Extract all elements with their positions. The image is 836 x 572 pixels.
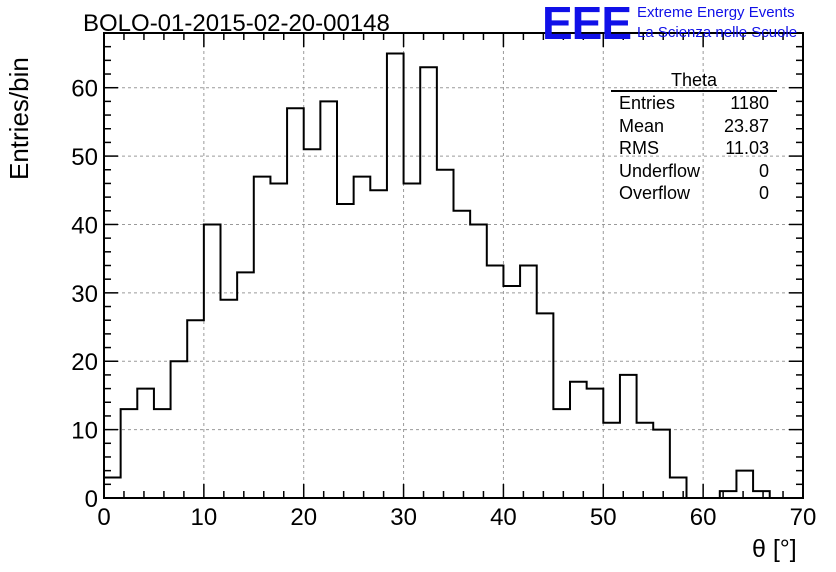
stats-row-rms: RMS 11.03: [611, 137, 777, 160]
histogram-bin: [304, 149, 321, 498]
x-tick-label: 70: [790, 504, 817, 531]
histogram-bin: [653, 430, 670, 498]
histogram-bin: [487, 266, 504, 499]
histogram-bin: [503, 286, 520, 498]
eee-logo: EEE: [542, 0, 632, 49]
histogram-bin: [553, 409, 570, 498]
x-axis-label: θ [°]: [752, 535, 797, 563]
stats-label: Overflow: [619, 183, 691, 203]
histogram-bin: [404, 183, 421, 498]
axis-ticks: [103, 32, 804, 499]
stats-row-overflow: Overflow 0: [611, 182, 777, 205]
y-tick-label: 0: [85, 486, 98, 513]
histogram-bin: [670, 477, 687, 498]
stats-row-mean: Mean 23.87: [611, 115, 777, 138]
stats-label: Entries: [619, 93, 676, 113]
y-tick-label: 40: [71, 212, 98, 239]
y-tick-label: 50: [71, 144, 98, 171]
stats-label: RMS: [619, 138, 659, 158]
stats-value: 23.87: [723, 115, 769, 136]
histogram-bin: [603, 423, 620, 498]
histogram-bin: [121, 409, 138, 498]
histogram-bin: [387, 54, 404, 498]
histogram-bin: [720, 491, 737, 498]
histogram-bin: [736, 471, 753, 498]
histogram-bin: [370, 190, 387, 498]
histogram-bin: [154, 409, 171, 498]
x-tick-label: 40: [490, 504, 517, 531]
stats-label: Mean: [619, 115, 665, 136]
x-tick-label: 20: [290, 504, 317, 531]
histogram-bin: [570, 382, 587, 498]
histogram-bin: [537, 313, 554, 498]
histogram-bars: [104, 52, 804, 499]
histogram-bin: [270, 183, 287, 498]
histogram-bin: [221, 300, 238, 498]
stats-value: 0: [758, 160, 769, 181]
stats-label: Underflow: [619, 160, 701, 181]
histogram-bin: [587, 389, 604, 498]
histogram-bin: [520, 266, 537, 499]
stats-value: 0: [758, 183, 769, 203]
y-tick-label: 60: [71, 76, 98, 103]
logo-line-2: La Scienza nelle Scuole: [637, 24, 798, 41]
histogram-bin: [320, 101, 337, 498]
histogram-outline: [104, 52, 804, 499]
y-axis-label: Entries/bin: [4, 57, 34, 180]
stats-value: 1180: [730, 93, 769, 113]
histogram-bin: [637, 423, 654, 498]
chart-title: BOLO-01-2015-02-20-00148: [83, 10, 390, 37]
histogram-bin: [187, 320, 204, 498]
stats-title: Theta: [611, 70, 777, 92]
stats-box: Theta Entries 1180 Mean 23.87 RMS 11.03 …: [611, 70, 777, 205]
histogram-bin: [454, 211, 471, 498]
histogram-bin: [753, 491, 770, 498]
histogram-bin: [237, 272, 254, 498]
histogram-bin: [420, 67, 437, 498]
histogram-bin: [287, 108, 304, 498]
histogram-bin: [137, 389, 154, 498]
logo-text: Extreme Energy Events La Scienza nelle S…: [637, 3, 797, 43]
y-tick-label: 30: [71, 281, 98, 308]
axis-tick-labels: 0 10 20 30 40 50 60 70 0 10 20 30 40 50 60: [71, 76, 816, 531]
x-tick-label: 30: [390, 504, 417, 531]
stats-row-entries: Entries 1180: [611, 92, 777, 115]
y-tick-label: 20: [71, 349, 98, 376]
y-tick-label: 10: [71, 418, 98, 445]
logo-line-1: Extreme Energy Events: [637, 4, 795, 21]
x-tick-label: 50: [590, 504, 617, 531]
x-tick-label: 0: [97, 504, 110, 531]
histogram-bin: [620, 375, 637, 498]
stats-value: 11.03: [725, 138, 769, 158]
x-tick-label: 60: [690, 504, 717, 531]
histogram-bin: [337, 204, 354, 498]
stats-row-underflow: Underflow 0: [611, 160, 777, 183]
histogram-bin: [437, 170, 454, 498]
x-tick-label: 10: [191, 504, 218, 531]
histogram-bin: [104, 477, 121, 498]
